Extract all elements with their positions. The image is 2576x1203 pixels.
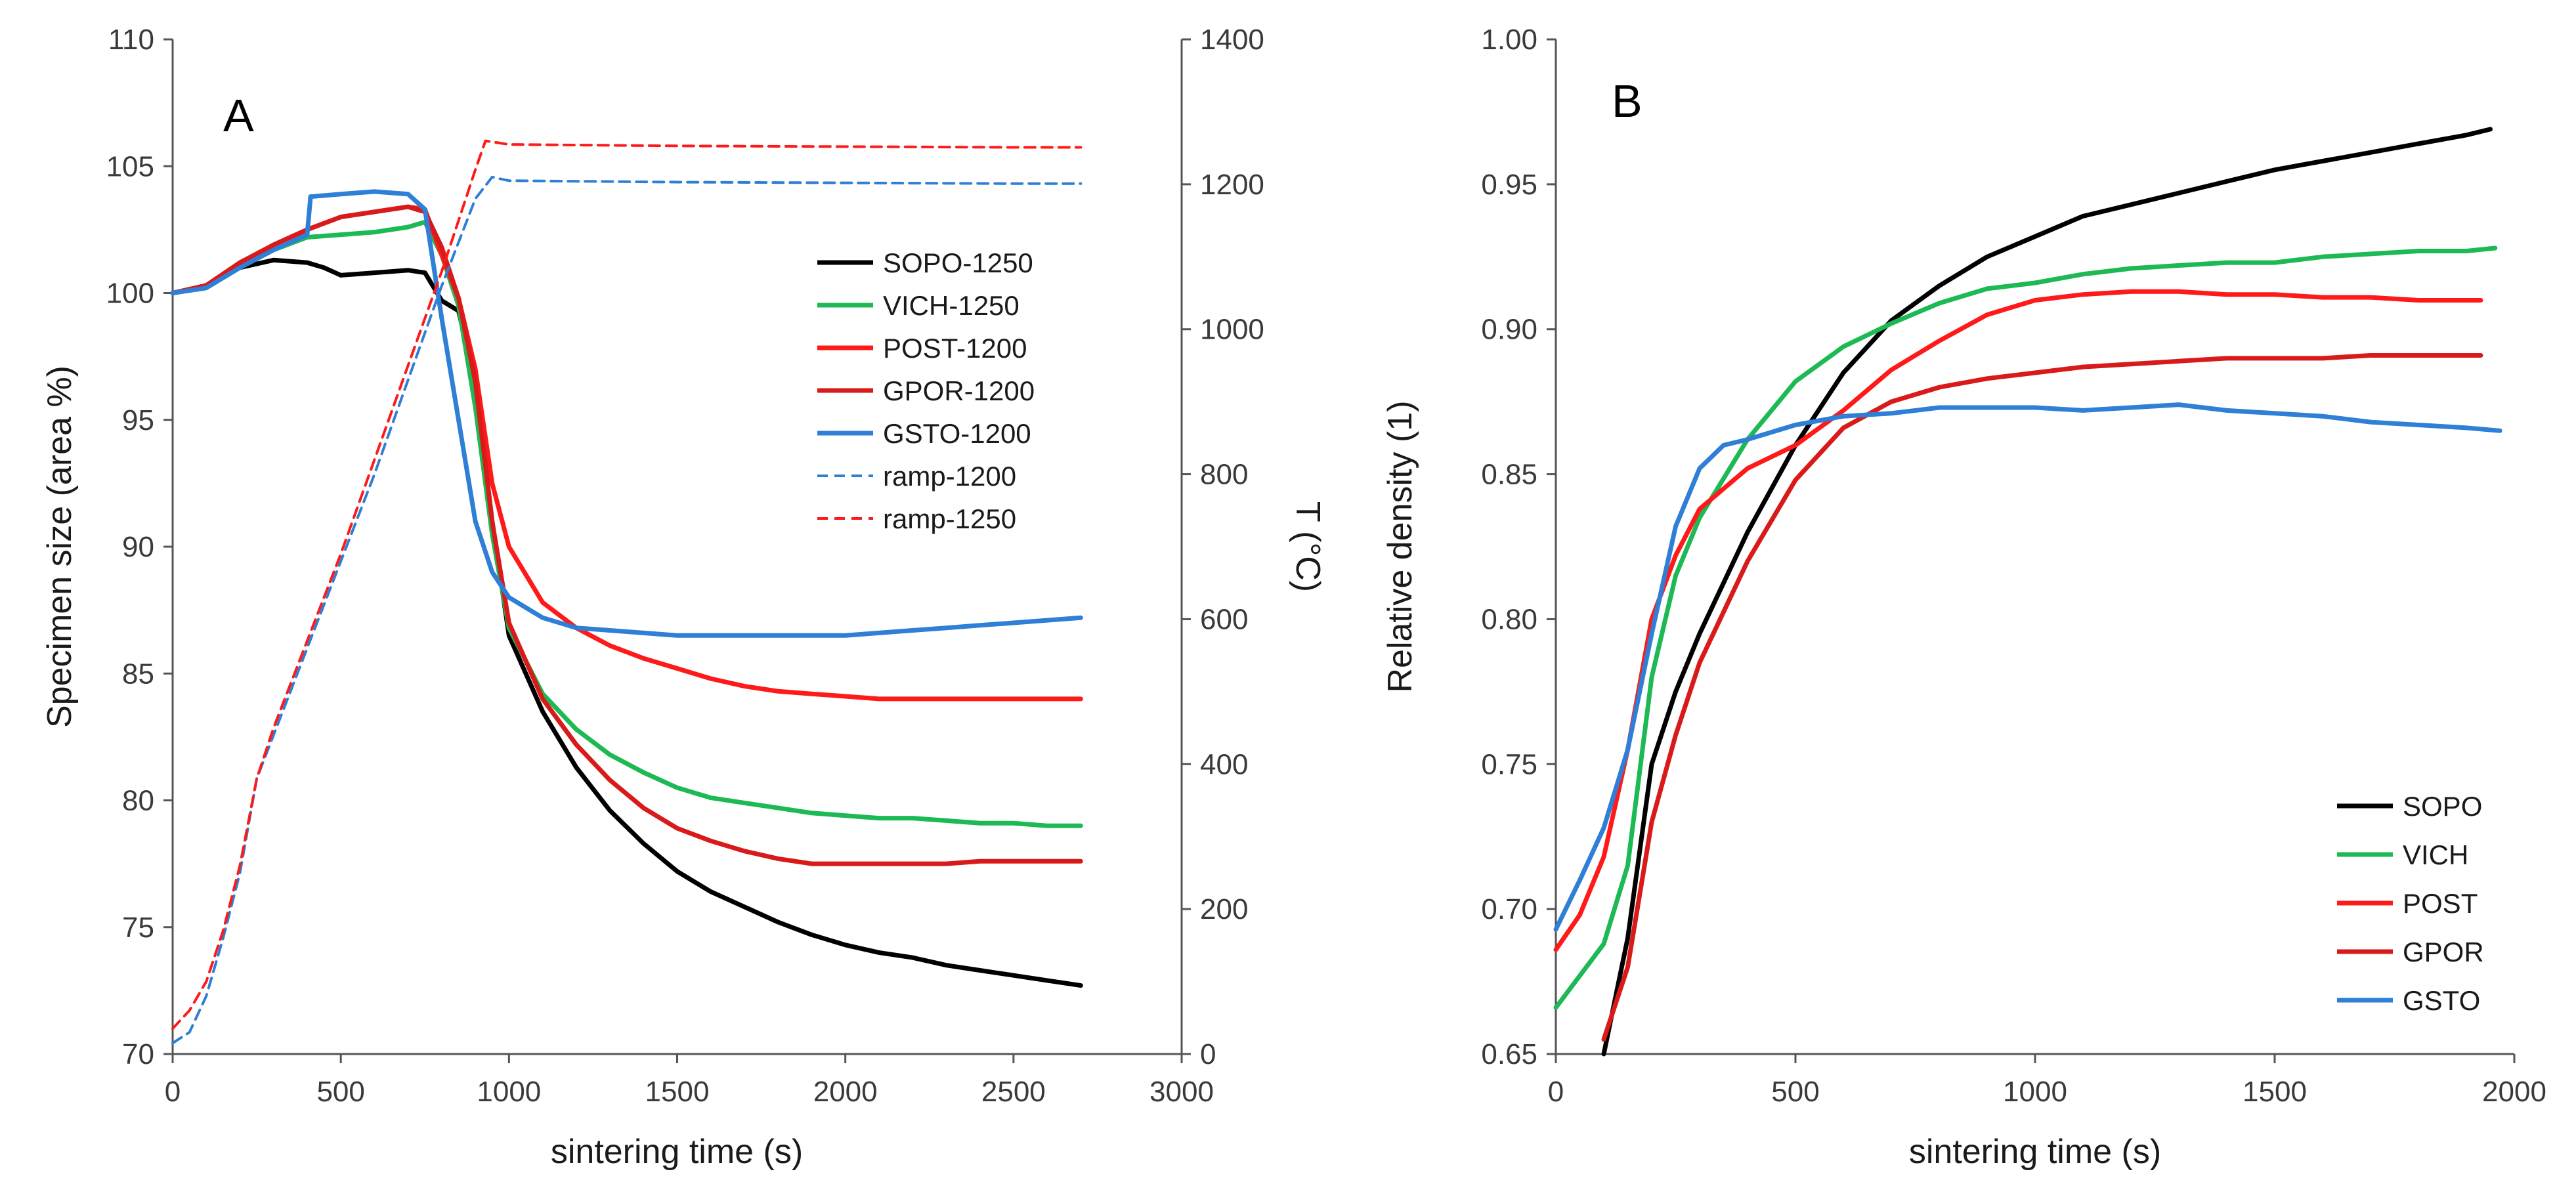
series-line-ramp-1200: [171, 175, 1083, 1045]
y-tick-label: 75: [122, 912, 154, 944]
y2-tick-label: 1200: [1200, 169, 1264, 201]
panel-b-label: B: [1612, 75, 1642, 127]
legend-label: VICH-1250: [883, 290, 1020, 321]
y-tick-label: 85: [122, 658, 154, 690]
y-tick-label: 110: [108, 24, 154, 56]
x-tick-label: 0: [1548, 1076, 1564, 1108]
panel-b-y-axis-label: Relative density (1): [1381, 400, 1419, 692]
legend-label: SOPO-1250: [883, 247, 1033, 278]
series-line-gpor-1200: [170, 204, 1083, 866]
x-tick-label: 1000: [477, 1076, 541, 1108]
y2-tick-label: 400: [1200, 748, 1248, 780]
x-tick-label: 1000: [2003, 1076, 2067, 1108]
legend-label: GSTO: [2403, 985, 2480, 1016]
legend-label: GPOR: [2403, 937, 2484, 967]
panel-a-y-axis-label: Specimen size (area %): [41, 366, 79, 728]
y-tick-label: 0.90: [1481, 314, 1537, 346]
x-tick-label: 2500: [981, 1076, 1046, 1108]
series-line-sopo-1250: [170, 257, 1083, 988]
x-tick-label: 0: [165, 1076, 181, 1108]
panel-a-legend: SOPO-1250 VICH-1250 POST-1200 GPOR-1200 GSTO…: [817, 247, 1035, 534]
x-tick-label: 1500: [2243, 1076, 2307, 1108]
y2-tick-label: 1000: [1200, 314, 1264, 346]
y2-tick-label: 200: [1200, 893, 1248, 925]
panel-a-x-axis-label: sintering time (s): [551, 1133, 803, 1171]
legend-label: POST-1200: [883, 333, 1027, 364]
panel-a-chart: A 0 500 1000 1500 2000 2500 3000 7075808590951…: [41, 24, 1327, 1171]
series-line-post: [1553, 289, 2483, 952]
y-tick-label: 0.65: [1481, 1038, 1537, 1070]
x-tick-label: 500: [1771, 1076, 1819, 1108]
y-tick-label: 105: [106, 150, 154, 182]
legend-label: SOPO: [2403, 791, 2482, 822]
panel-a-label: A: [223, 90, 254, 141]
series-line-vich-1250: [170, 219, 1083, 828]
panel-a-y2-axis-label: T (°C): [1289, 501, 1327, 592]
legend-label: GPOR-1200: [883, 375, 1035, 406]
x-tick-label: 1500: [645, 1076, 710, 1108]
y2-tick-label: 600: [1200, 603, 1248, 635]
legend-label: VICH: [2403, 839, 2468, 870]
y-tick-label: 70: [122, 1038, 154, 1070]
y-tick-label: 0.75: [1481, 748, 1537, 780]
series-line-gsto: [1553, 402, 2502, 932]
y-tick-label: 0.80: [1481, 603, 1537, 635]
panel-b-x-axis-label: sintering time (s): [1909, 1133, 2161, 1171]
legend-label: ramp-1200: [883, 461, 1016, 492]
x-tick-label: 2000: [2482, 1076, 2546, 1108]
y-tick-label: 0.85: [1481, 459, 1537, 491]
legend-label: ramp-1250: [883, 503, 1016, 534]
y2-tick-label: 0: [1200, 1038, 1216, 1070]
panel-b-legend: SOPO VICH POST GPOR GSTO: [2337, 791, 2484, 1016]
panel-b-chart: B 0 500 1000 1500 2000 0.65 0.70 0.75 0.80 0.85 0…: [1381, 24, 2546, 1171]
series-line-ramp-1250: [171, 139, 1083, 1030]
y-tick-label: 0.70: [1481, 893, 1537, 925]
series-line-vich: [1553, 245, 2498, 1010]
y2-tick-label: 1400: [1200, 24, 1264, 56]
series-line-gsto-1200: [170, 189, 1083, 638]
y-tick-label: 1.00: [1481, 24, 1537, 56]
y-tick-label: 90: [122, 531, 154, 563]
legend-label: POST: [2403, 888, 2478, 919]
y-tick-label: 0.95: [1481, 169, 1537, 201]
y2-tick-label: 800: [1200, 459, 1248, 491]
series-line-gpor: [1601, 353, 2483, 1042]
x-tick-label: 3000: [1149, 1076, 1214, 1108]
y-tick-label: 100: [106, 278, 154, 310]
legend-label: GSTO-1200: [883, 418, 1031, 449]
x-tick-label: 2000: [813, 1076, 878, 1108]
x-tick-label: 500: [316, 1076, 364, 1108]
y-tick-label: 95: [122, 404, 154, 436]
y-tick-label: 80: [122, 785, 154, 817]
series-line-sopo: [1601, 127, 2493, 1057]
